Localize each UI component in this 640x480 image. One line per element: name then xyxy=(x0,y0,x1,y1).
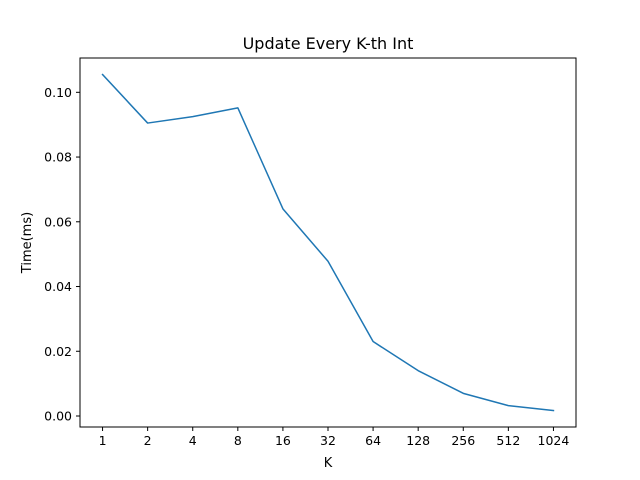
x-tick-label: 2 xyxy=(144,433,152,448)
y-tick-label: 0.00 xyxy=(44,408,72,423)
y-axis-ticks: 0.00 0.02 0.04 0.06 0.08 0.10 xyxy=(44,85,80,423)
x-tick-label: 8 xyxy=(234,433,242,448)
y-tick-label: 0.10 xyxy=(44,85,72,100)
series-line xyxy=(101,73,555,412)
x-tick-label: 1024 xyxy=(538,433,570,448)
x-tick-label: 16 xyxy=(275,433,291,448)
plot-area xyxy=(101,73,555,412)
x-tick-label: 32 xyxy=(320,433,336,448)
x-tick-label: 128 xyxy=(406,433,430,448)
x-tick-label: 4 xyxy=(189,433,197,448)
x-tick-label: 64 xyxy=(365,433,381,448)
y-axis-label: Time(ms) xyxy=(20,212,35,274)
y-tick-label: 0.02 xyxy=(44,344,72,359)
x-tick-label: 256 xyxy=(451,433,475,448)
x-axis-label: K xyxy=(324,456,333,471)
x-axis-ticks: 1 2 4 8 16 32 64 128 256 512 1024 xyxy=(99,427,570,448)
x-tick-label: 512 xyxy=(496,433,520,448)
y-tick-label: 0.04 xyxy=(44,279,72,294)
chart-title: Update Every K-th Int xyxy=(243,34,414,53)
x-tick-label: 1 xyxy=(99,433,107,448)
y-tick-label: 0.06 xyxy=(44,214,72,229)
y-tick-label: 0.08 xyxy=(44,150,72,165)
